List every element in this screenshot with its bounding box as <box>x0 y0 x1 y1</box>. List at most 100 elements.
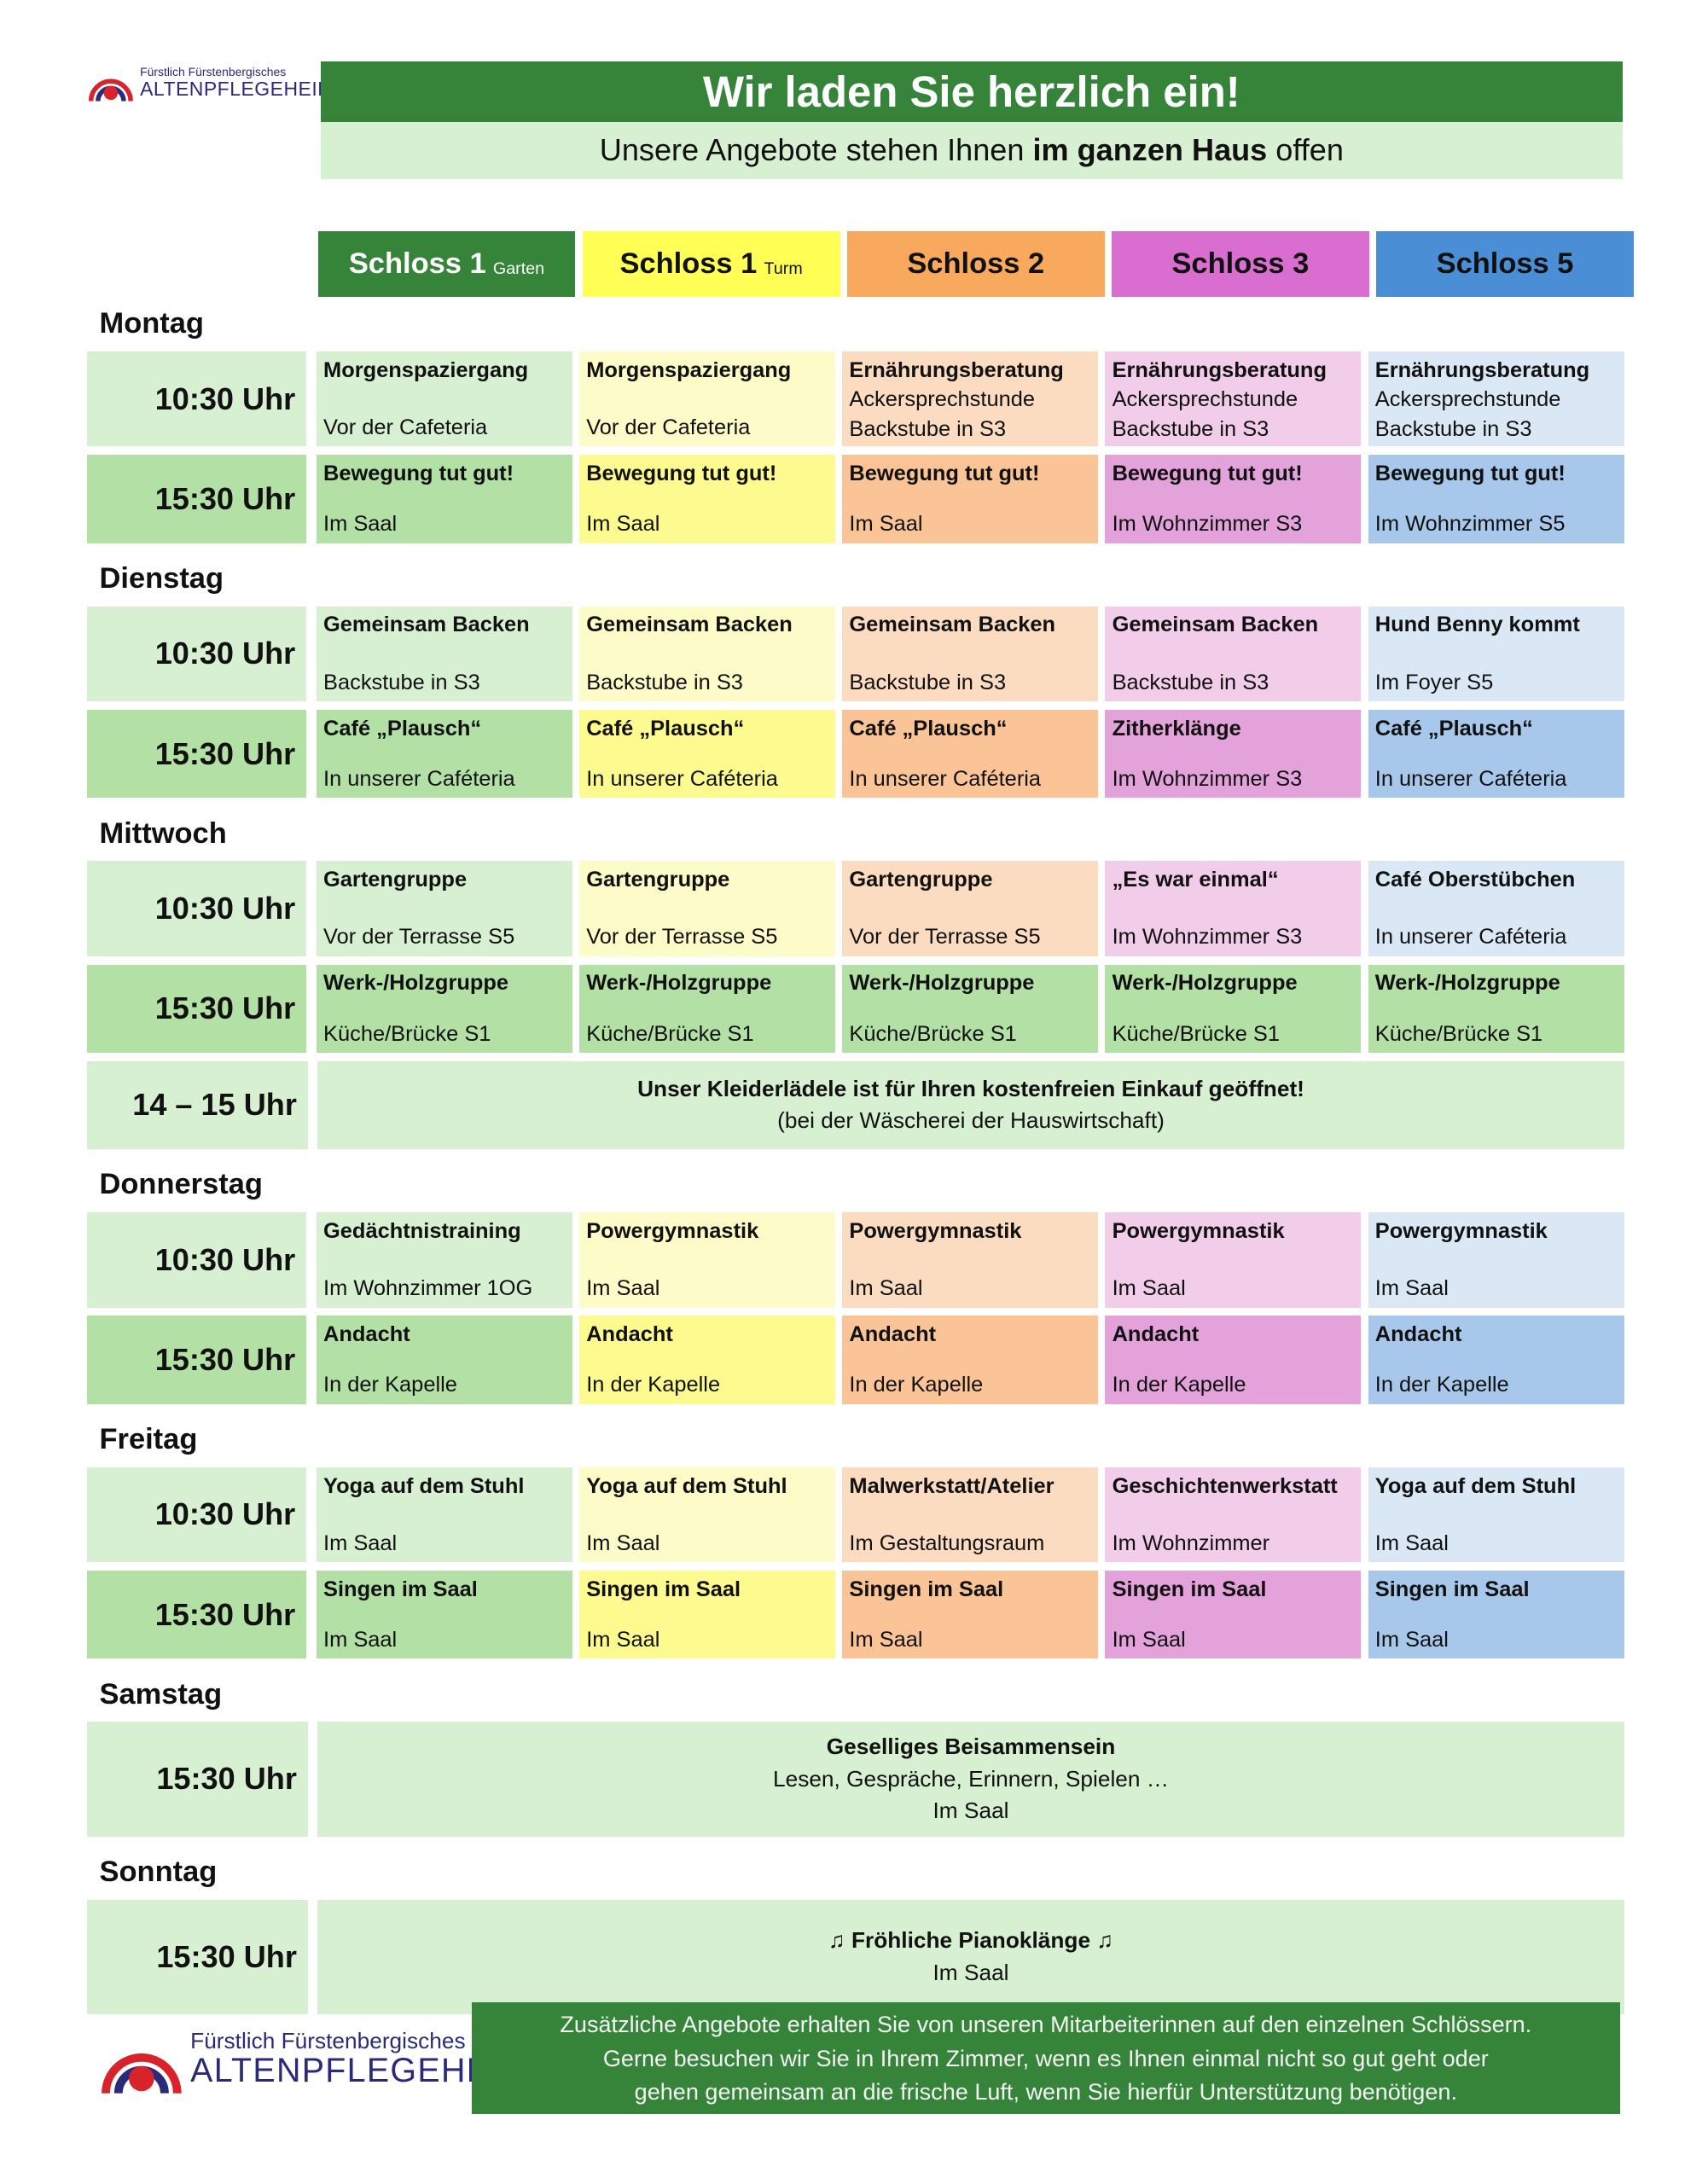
time-cell: 15:30 Uhr <box>86 1316 307 1404</box>
event-location: Im Saal <box>323 509 566 538</box>
event-cell: Singen im Saal Im Saal <box>579 1571 835 1659</box>
event-title: Gemeinsam Backen <box>323 613 530 637</box>
event-location: In der Kapelle <box>1375 1370 1618 1399</box>
event-location: Backstube in S3 <box>1113 668 1356 697</box>
event-title: Gemeinsam Backen <box>1112 613 1319 637</box>
event-span: Geselliges Beisammensein Lesen, Gespräche… <box>317 1722 1624 1837</box>
footer-line: gehen gemeinsam an die frische Luft, wen… <box>634 2077 1457 2105</box>
event-title: Singen im Saal <box>1112 1577 1267 1601</box>
time-cell: 15:30 Uhr <box>86 709 307 799</box>
event-cell: Café „Plausch“ In unserer Caféteria <box>579 709 835 799</box>
column-header-label: Schloss 5 <box>1436 247 1574 280</box>
event-location: Küche/Brücke S1 <box>1113 1019 1356 1048</box>
column-header: Schloss 3 <box>1111 230 1369 297</box>
day-label: Mittwoch <box>99 816 227 850</box>
event-location-line: Im Wohnzimmer S3 <box>1112 766 1303 791</box>
event-title: Café „Plausch“ <box>1374 716 1533 741</box>
event-location-line: Küche/Brücke S1 <box>849 1021 1017 1046</box>
event-cell: Gedächtnistraining Im Wohnzimmer 1OG <box>316 1211 572 1308</box>
event-location: In unserer Caféteria <box>323 764 566 793</box>
event-cell: Café „Plausch“ In unserer Caféteria <box>316 709 572 799</box>
event-cell: Ernährungsberatung Ackersprechstunde Backs… <box>842 351 1099 447</box>
event-title: Werk-/Holzgruppe <box>586 971 772 996</box>
time-cell: 15:30 Uhr <box>86 964 307 1053</box>
event-location-line: Backstube in S3 <box>586 670 743 694</box>
event-cell: Werk-/Holzgruppe Küche/Brücke S1 <box>1368 964 1624 1053</box>
event-cell: Gartengruppe Vor der Terrasse S5 <box>316 861 572 956</box>
event-cell: Andacht In der Kapelle <box>1105 1316 1362 1404</box>
event-location: Vor der Cafeteria <box>323 413 566 442</box>
event-location-line: Ackersprechstunde <box>1112 387 1298 412</box>
event-location: Vor der Cafeteria <box>586 413 829 442</box>
logo-arc-icon <box>88 78 133 102</box>
event-location-line: Im Wohnzimmer S3 <box>1112 925 1303 950</box>
event-cell: Café „Plausch“ In unserer Caféteria <box>842 709 1099 799</box>
event-cell: Gartengruppe Vor der Terrasse S5 <box>579 861 835 956</box>
event-location-line: In der Kapelle <box>586 1373 721 1397</box>
event-location: Backstube in S3 <box>849 668 1092 697</box>
event-cell: Gemeinsam Backen Backstube in S3 <box>1105 606 1362 702</box>
event-location-line: In unserer Caféteria <box>323 766 515 791</box>
subtitle-end: offen <box>1267 132 1344 168</box>
schedule: Montag 10:30 Uhr Morgenspaziergang Vor der … <box>86 297 1624 2023</box>
schedule-row: 10:30 Uhr Gedächtnistraining Im Wohnzimmer… <box>86 1211 1624 1308</box>
event-cell: Bewegung tut gut! Im Saal <box>842 455 1099 543</box>
event-location-line: In unserer Caféteria <box>1374 766 1567 791</box>
column-headers: Schloss 1 Garten Schloss 1 Turm Schloss 2 Sch… <box>317 230 1634 297</box>
time-cell: 14 – 15 Uhr <box>86 1060 308 1150</box>
event-location-line: Backstube in S3 <box>849 416 1007 441</box>
event-cell: Powergymnastik Im Saal <box>1368 1211 1624 1308</box>
event-location-line: Küche/Brücke S1 <box>1374 1021 1543 1046</box>
event-title: ♫ Fröhliche Pianoklänge ♫ <box>828 1927 1114 1954</box>
event-cell: Bewegung tut gut! Im Wohnzimmer S5 <box>1368 455 1624 543</box>
event-location-line: Im Wohnzimmer 1OG <box>323 1276 533 1301</box>
event-location: Vor der Terrasse S5 <box>849 922 1092 951</box>
event-location-line: Küche/Brücke S1 <box>1112 1021 1281 1046</box>
event-title: Hund Benny kommt <box>1374 613 1580 637</box>
event-title: Unser Kleiderlädele ist für Ihren kosten… <box>637 1075 1304 1101</box>
time-cell: 15:30 Uhr <box>86 1722 308 1837</box>
event-location: Im Wohnzimmer S3 <box>1113 509 1356 538</box>
event-cell: Café Oberstübchen In unserer Caféteria <box>1368 861 1624 956</box>
event-title: Malwerkstatt/Atelier <box>849 1473 1054 1498</box>
schedule-row: 15:30 Uhr Bewegung tut gut! Im Saal Bewegun… <box>86 455 1624 543</box>
event-cell: Powergymnastik Im Saal <box>842 1211 1099 1308</box>
event-location-line: Backstube in S3 <box>323 670 480 694</box>
day-label: Freitag <box>99 1423 198 1456</box>
event-cell: Zitherklänge Im Wohnzimmer S3 <box>1105 709 1362 799</box>
event-location: Im Saal <box>1375 1529 1618 1558</box>
event-location-line: Im Wohnzimmer S5 <box>1374 512 1566 537</box>
event-location-line: Ackersprechstunde <box>1374 387 1561 412</box>
event-location: Im Saal <box>1113 1274 1356 1303</box>
time-cell: 15:30 Uhr <box>86 455 307 543</box>
event-location: Im Wohnzimmer S5 <box>1375 509 1618 538</box>
event-location: Im Saal <box>323 1625 566 1654</box>
event-location-line: Backstube in S3 <box>849 670 1007 694</box>
event-title: Gartengruppe <box>849 868 993 892</box>
schedule-row: 10:30 Uhr Yoga auf dem Stuhl Im Saal Yoga a… <box>86 1467 1624 1563</box>
event-title: Bewegung tut gut! <box>1112 462 1303 486</box>
day-label: Samstag <box>99 1677 223 1711</box>
event-cell: Gartengruppe Vor der Terrasse S5 <box>842 861 1099 956</box>
event-location-line: In der Kapelle <box>1374 1373 1509 1397</box>
event-title: Yoga auf dem Stuhl <box>323 1473 525 1498</box>
day-label: Montag <box>99 307 204 340</box>
event-location: Ackersprechstunde Backstube in S3 <box>1375 385 1618 444</box>
event-title: Andacht <box>849 1322 937 1347</box>
schedule-row: 10:30 Uhr Gartengruppe Vor der Terrasse S5… <box>86 861 1624 956</box>
schedule-row: 15:30 Uhr Andacht In der Kapelle Andacht In … <box>86 1316 1624 1404</box>
event-cell: Werk-/Holzgruppe Küche/Brücke S1 <box>1105 964 1362 1053</box>
event-location: In der Kapelle <box>1113 1370 1356 1399</box>
column-header-label: Schloss 1 <box>348 247 486 280</box>
event-location-line: Vor der Cafeteria <box>323 415 488 440</box>
event-location-line: In unserer Caféteria <box>586 766 778 791</box>
time-cell: 15:30 Uhr <box>86 1899 308 2015</box>
day-label: Donnerstag <box>99 1168 263 1201</box>
event-title: Werk-/Holzgruppe <box>323 971 509 996</box>
event-location-line: Im Saal <box>323 1531 398 1555</box>
event-cell: Gemeinsam Backen Backstube in S3 <box>316 606 572 702</box>
event-location: Im Saal <box>323 1529 566 1558</box>
event-location: In unserer Caféteria <box>586 764 829 793</box>
event-title: Gartengruppe <box>586 868 730 892</box>
event-cell: Ernährungsberatung Ackersprechstunde Backs… <box>1105 351 1362 447</box>
